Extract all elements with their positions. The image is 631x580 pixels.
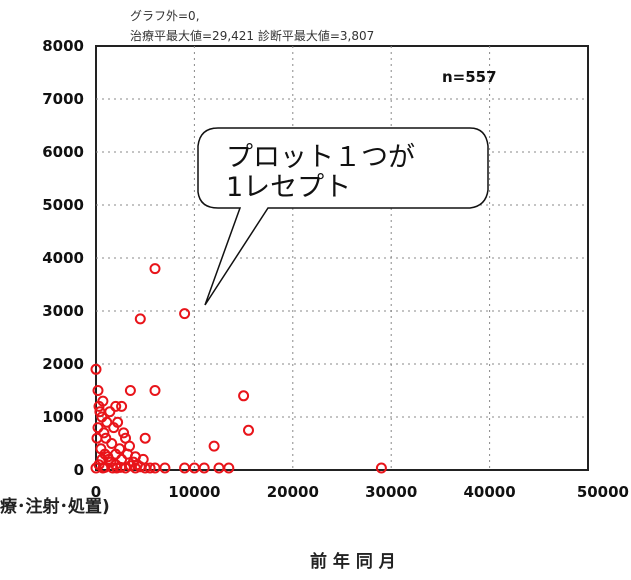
data-point	[208, 440, 220, 452]
callout-line2: 1レセプト	[226, 172, 351, 203]
sub-label: 前 年 同 月	[310, 551, 396, 572]
data-point	[90, 363, 102, 375]
data-point	[223, 462, 235, 474]
y-tick-label: 8000	[42, 37, 84, 55]
data-point	[149, 385, 161, 396]
data-point	[139, 432, 151, 444]
data-point	[92, 385, 104, 396]
x-axis-label: 療･注射･処置)	[0, 496, 110, 517]
data-point	[179, 308, 191, 320]
chart-header-line2: 治療平最大値=29,421 診断平最大値=3,807	[130, 28, 374, 43]
data-point	[198, 462, 210, 474]
data-point	[144, 462, 156, 474]
data-point	[159, 462, 171, 474]
x-tick-label: 30000	[365, 483, 417, 501]
data-points	[90, 263, 387, 474]
data-point	[97, 395, 109, 407]
data-point	[97, 462, 109, 474]
data-point	[112, 416, 124, 428]
data-point	[131, 459, 143, 471]
data-point	[106, 438, 118, 449]
data-point	[238, 390, 250, 402]
y-tick-label: 6000	[42, 143, 84, 161]
x-tick-label: 10000	[168, 483, 220, 501]
data-point	[116, 400, 128, 412]
data-point	[92, 422, 104, 434]
y-axis-ticks: 0 1000 2000 3000 4000 5000 6000 7000 8000	[42, 37, 84, 479]
y-tick-label: 3000	[42, 302, 84, 320]
x-tick-label: 20000	[267, 483, 319, 501]
n-label: n=557	[442, 68, 497, 86]
y-tick-label: 2000	[42, 355, 84, 373]
y-tick-label: 0	[74, 461, 84, 479]
data-point	[243, 424, 254, 436]
data-point	[124, 440, 135, 452]
callout-bubble	[197, 127, 489, 306]
x-tick-label: 40000	[464, 483, 516, 501]
callout-line1: プロット１つが	[226, 142, 415, 173]
data-point	[149, 263, 161, 275]
data-point	[111, 462, 123, 474]
chart-header-line1: グラフ外=0,	[130, 9, 200, 23]
data-point	[116, 453, 128, 465]
y-tick-label: 1000	[42, 408, 84, 426]
data-point	[118, 427, 130, 439]
data-point	[134, 313, 146, 325]
data-point	[375, 462, 387, 474]
x-tick-label: 50000	[577, 483, 629, 501]
data-point	[95, 443, 107, 455]
y-tick-label: 7000	[42, 90, 84, 108]
x-tick-label: 0	[91, 483, 101, 501]
y-tick-label: 5000	[42, 196, 84, 214]
data-point	[91, 432, 103, 444]
data-point	[124, 385, 136, 396]
data-point	[94, 406, 106, 418]
data-point	[101, 416, 113, 428]
y-tick-label: 4000	[42, 249, 84, 267]
x-axis-ticks: 0 10000 20000 30000 40000 50000	[91, 483, 629, 501]
